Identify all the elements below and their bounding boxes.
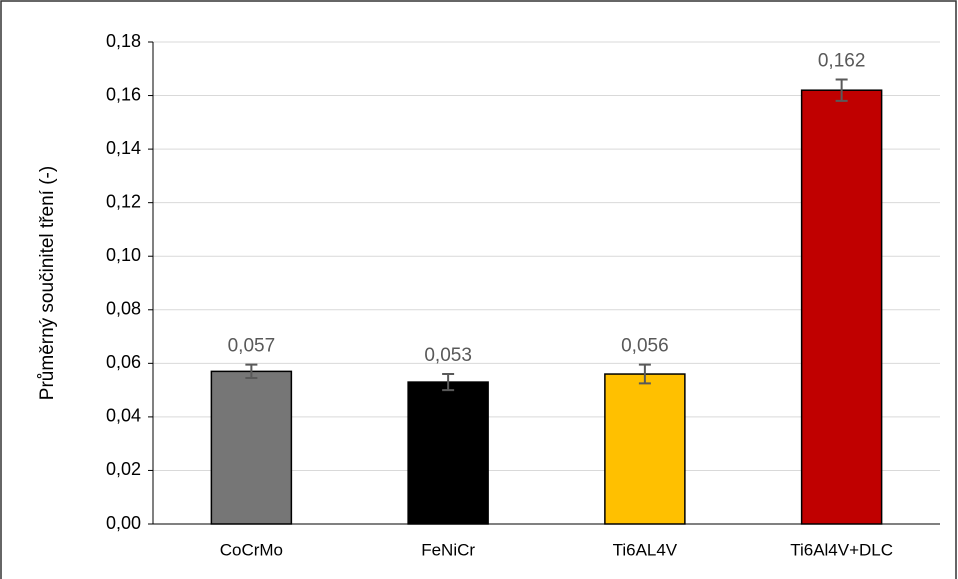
error-bar [245, 363, 258, 380]
x-tick-label: Ti6Al4V+DLC [790, 540, 893, 559]
y-tick-label: 0,08 [106, 299, 141, 319]
y-tick-label: 0,16 [106, 84, 141, 104]
y-tick-label: 0,18 [106, 31, 141, 51]
y-tick-label: 0,14 [106, 138, 141, 158]
bar [210, 370, 293, 525]
y-tick-label: 0,06 [106, 352, 141, 372]
x-tick-label: CoCrMo [220, 540, 283, 559]
value-label: 0,053 [424, 345, 472, 366]
y-tick-label: 0,04 [106, 406, 141, 426]
bar [604, 373, 686, 525]
error-bar [638, 363, 651, 385]
y-tick-label: 0,10 [106, 245, 141, 265]
bar [407, 381, 489, 525]
x-tick-label: Ti6AL4V [613, 540, 678, 559]
value-label: 0,057 [228, 336, 276, 357]
bar [800, 89, 883, 525]
y-tick-label: 0,00 [106, 513, 141, 533]
error-bar [835, 78, 848, 102]
y-tick-label: 0,12 [106, 191, 141, 211]
x-tick-label: FeNiCr [421, 540, 475, 559]
y-tick-label: 0,02 [106, 459, 141, 479]
value-label: 0,056 [621, 336, 669, 357]
error-bar [442, 373, 455, 392]
y-axis-title: Průměrný součinitel tření (-) [37, 166, 58, 400]
value-label: 0,162 [818, 51, 866, 72]
